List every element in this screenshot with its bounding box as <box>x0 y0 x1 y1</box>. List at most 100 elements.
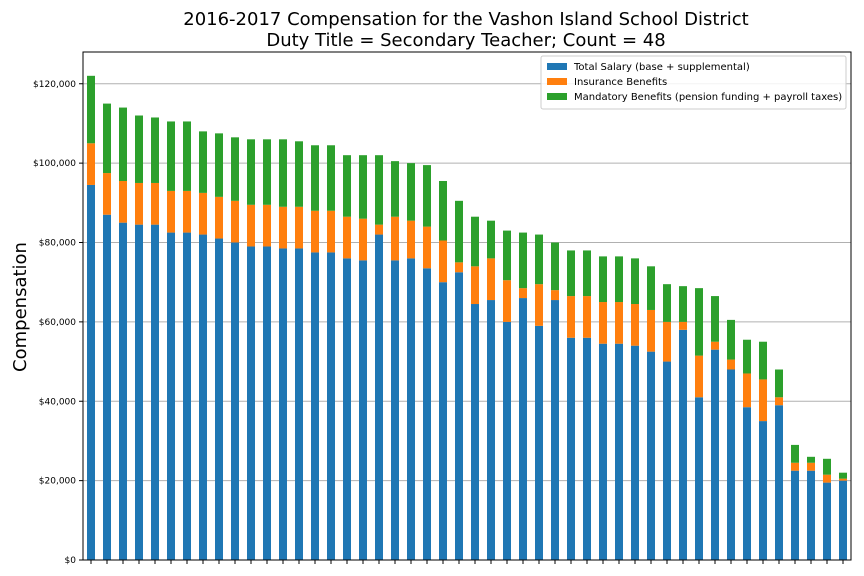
legend-label: Insurance Benefits <box>574 77 667 88</box>
bar-mandatory <box>503 230 511 281</box>
bar-mandatory <box>151 117 159 183</box>
legend-label: Total Salary (base + supplemental) <box>573 62 750 73</box>
bar-salary <box>359 260 367 560</box>
bar-insurance <box>471 266 479 305</box>
bar-salary <box>87 184 95 560</box>
bar-insurance <box>279 206 287 249</box>
bar-mandatory <box>455 200 463 263</box>
y-tick-label: $80,000 <box>39 239 76 249</box>
bar-mandatory <box>839 472 847 479</box>
bar-mandatory <box>647 266 655 310</box>
bar-mandatory <box>87 75 95 144</box>
bar-mandatory <box>343 155 351 217</box>
bar-insurance <box>199 192 207 235</box>
bar-mandatory <box>791 444 799 463</box>
bar-insurance <box>119 180 127 223</box>
legend-box <box>540 55 847 110</box>
bar-mandatory <box>279 139 287 207</box>
bar-salary <box>775 405 783 560</box>
bar-insurance <box>711 341 719 350</box>
bar-salary <box>471 304 479 560</box>
bar-insurance <box>663 321 671 362</box>
bar-salary <box>807 470 815 560</box>
bar-mandatory <box>615 256 623 303</box>
bar-mandatory <box>567 250 575 297</box>
bar-insurance <box>359 218 367 261</box>
bar-salary <box>183 232 191 560</box>
bar-insurance <box>407 220 415 259</box>
bar-insurance <box>759 379 767 422</box>
bar-salary <box>727 369 735 560</box>
bar-mandatory <box>631 258 639 305</box>
bar-mandatory <box>359 155 367 219</box>
bar-insurance <box>583 296 591 338</box>
bar-mandatory <box>439 180 447 241</box>
bar-salary <box>695 397 703 560</box>
bar-insurance <box>807 462 815 471</box>
bar-salary <box>679 329 687 560</box>
bar-insurance <box>183 190 191 233</box>
bar-salary <box>455 272 463 560</box>
bar-salary <box>823 482 831 560</box>
bar-mandatory <box>823 458 831 475</box>
bar-insurance <box>247 204 255 247</box>
bar-insurance <box>839 478 847 481</box>
bar-salary <box>231 242 239 560</box>
x-ticks <box>90 560 844 564</box>
bar-mandatory <box>375 155 383 225</box>
bar-insurance <box>791 462 799 471</box>
chart-title-line-2: Duty Title = Secondary Teacher; Count = … <box>266 30 665 51</box>
bar-insurance <box>439 240 447 283</box>
bar-salary <box>631 345 639 560</box>
bar-mandatory <box>679 286 687 322</box>
bar-insurance <box>615 302 623 344</box>
bar-mandatory <box>807 456 815 463</box>
bar-insurance <box>775 397 783 406</box>
bar-salary <box>487 300 495 560</box>
y-tick-label: $40,000 <box>39 397 76 407</box>
bar-mandatory <box>215 133 223 197</box>
bar-insurance <box>631 304 639 346</box>
plot-frame <box>82 51 852 561</box>
bar-salary <box>279 248 287 560</box>
bar-insurance <box>647 309 655 352</box>
bar-salary <box>343 258 351 560</box>
bar-insurance <box>551 290 559 301</box>
bar-mandatory <box>167 121 175 191</box>
bar-salary <box>391 260 399 560</box>
bar-salary <box>647 351 655 560</box>
bar-insurance <box>311 210 319 253</box>
bar-salary <box>135 224 143 560</box>
bar-salary <box>407 258 415 560</box>
bar-salary <box>119 222 127 560</box>
bar-insurance <box>727 359 735 370</box>
bar-mandatory <box>487 220 495 259</box>
bar-mandatory <box>759 341 767 380</box>
bar-mandatory <box>599 256 607 303</box>
bar-insurance <box>423 226 431 269</box>
bar-mandatory <box>295 141 303 207</box>
bar-insurance <box>151 182 159 225</box>
bar-mandatory <box>727 319 735 360</box>
bar-salary <box>743 407 751 560</box>
bar-salary <box>247 246 255 560</box>
bar-mandatory <box>103 103 111 174</box>
bar-salary <box>103 214 111 560</box>
bar-mandatory <box>423 165 431 227</box>
bars <box>87 75 847 560</box>
bar-insurance <box>135 182 143 225</box>
bar-insurance <box>679 321 687 330</box>
bar-insurance <box>823 474 831 483</box>
gridlines <box>83 83 851 561</box>
bar-insurance <box>295 206 303 249</box>
bar-salary <box>375 234 383 560</box>
bar-mandatory <box>663 284 671 322</box>
bar-salary <box>711 349 719 560</box>
bar-salary <box>663 361 671 560</box>
y-tick-label: $60,000 <box>39 318 76 328</box>
bar-salary <box>199 234 207 560</box>
bar-mandatory <box>583 250 591 297</box>
y-tick-label: $120,000 <box>33 80 76 90</box>
bar-insurance <box>695 355 703 398</box>
bar-insurance <box>87 143 95 185</box>
